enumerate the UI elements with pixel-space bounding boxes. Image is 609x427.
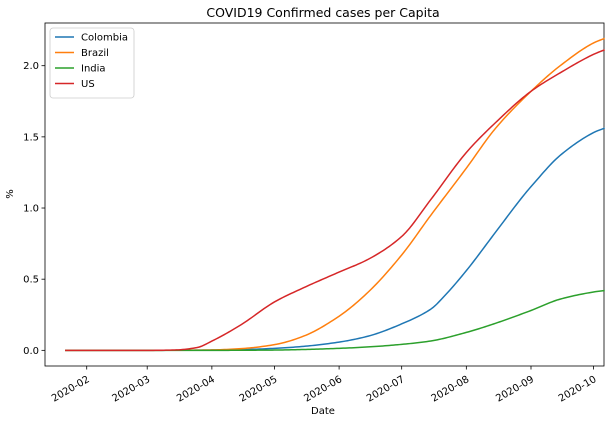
x-tick-label: 2020-08 xyxy=(430,374,472,404)
y-tick-label: 1.0 xyxy=(23,204,39,215)
y-axis-label: % xyxy=(5,189,16,199)
legend-label: Colombia xyxy=(81,33,128,44)
x-tick-label: 2020-10 xyxy=(557,374,599,404)
x-tick-label: 2020-06 xyxy=(302,374,344,404)
legend: Colombia Brazil India US xyxy=(49,27,135,99)
x-tick-label: 2020-03 xyxy=(111,374,153,404)
y-tick-label: 0.0 xyxy=(23,346,39,357)
y-tick-label: 2.0 xyxy=(23,61,39,72)
series-lines xyxy=(65,37,605,352)
x-axis-label: Date xyxy=(311,406,335,417)
chart-title: COVID19 Confirmed cases per Capita xyxy=(206,5,439,20)
y-tick-label: 1.5 xyxy=(23,132,39,143)
series-line-india xyxy=(65,289,605,352)
series-line-colombia xyxy=(65,127,605,352)
legend-label: India xyxy=(81,64,106,75)
y-tick-label: 0.5 xyxy=(23,275,39,286)
x-tick-label: 2020-04 xyxy=(175,374,217,404)
plot-area-frame xyxy=(44,22,605,367)
legend-label: Brazil xyxy=(81,48,109,59)
y-axis: 0.0 0.5 1.0 1.5 2.0 xyxy=(23,61,45,357)
legend-box xyxy=(49,27,135,99)
legend-label: US xyxy=(81,79,95,90)
x-tick-label: 2020-05 xyxy=(238,374,280,404)
x-tick-label: 2020-09 xyxy=(494,374,536,404)
x-axis: 2020-02 2020-03 2020-04 2020-05 2020-06 2020-… xyxy=(50,366,599,405)
x-tick-label: 2020-02 xyxy=(50,374,92,404)
x-tick-label: 2020-07 xyxy=(365,374,407,404)
series-line-brazil xyxy=(65,37,605,352)
series-line-us xyxy=(65,49,605,352)
